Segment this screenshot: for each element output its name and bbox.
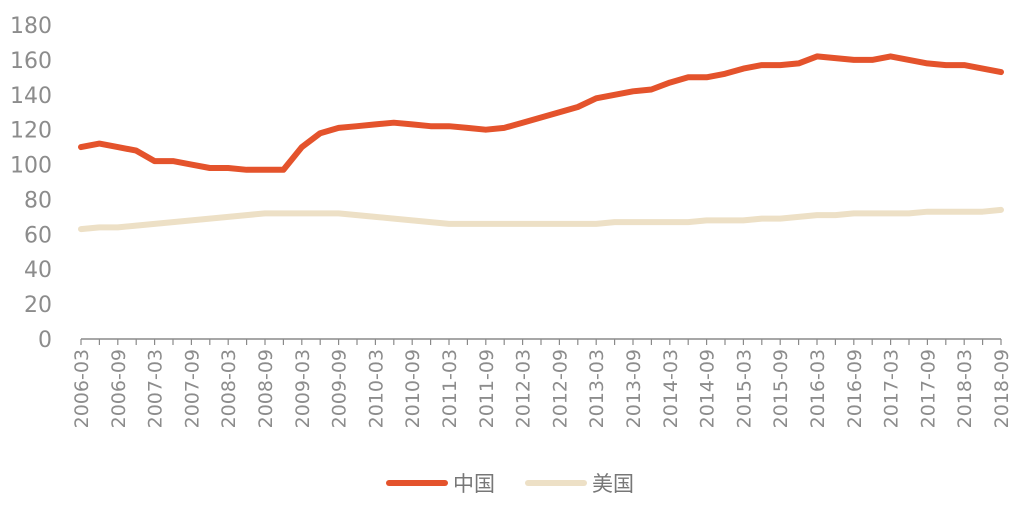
x-tick-label: 2016-09: [844, 349, 866, 428]
y-tick-label: 100: [10, 154, 52, 179]
x-tick-label: 2006-03: [71, 349, 93, 428]
x-tick-label: 2013-09: [623, 349, 645, 428]
y-tick-label: 40: [24, 258, 52, 283]
x-tick-label: 2011-09: [476, 349, 498, 428]
series-line-0: [78, 53, 1004, 173]
y-tick-label: 180: [10, 14, 52, 39]
x-tick-label: 2009-09: [329, 349, 351, 428]
x-tick-label: 2008-03: [218, 349, 240, 428]
x-tick-label: 2012-03: [513, 349, 535, 428]
x-tick-label: 2018-03: [954, 349, 976, 428]
y-tick-label: 160: [10, 49, 52, 74]
y-tick-label: 80: [24, 188, 52, 213]
x-tick-label: 2011-03: [439, 349, 461, 428]
x-tick-label: 2008-09: [255, 349, 277, 428]
y-tick-label: 60: [24, 223, 52, 248]
series-line-1: [78, 206, 1004, 233]
x-tick-label: 2017-03: [881, 349, 903, 428]
legend: 中国 美国: [386, 472, 634, 496]
x-tick-label: 2015-03: [733, 349, 755, 428]
x-tick-label: 2015-09: [770, 349, 792, 428]
y-axis: 0 20 40 60 80 100 120 140 160 180: [10, 14, 52, 353]
x-tick-label: 2017-09: [917, 349, 939, 428]
x-tick-label: 2007-09: [181, 349, 203, 428]
x-tick-label: 2016-03: [807, 349, 829, 428]
x-tick-label: 2006-09: [108, 349, 130, 428]
x-tick-label: 2007-03: [145, 349, 167, 428]
y-tick-label: 120: [10, 119, 52, 144]
x-tick-label: 2014-09: [697, 349, 719, 428]
series-layer: [78, 53, 1004, 233]
y-tick-label: 20: [24, 293, 52, 318]
x-tick-label: 2014-03: [660, 349, 682, 428]
x-tick-label: 2018-09: [991, 349, 1013, 428]
legend-label: 中国: [453, 472, 495, 496]
x-tick-label: 2009-03: [292, 349, 314, 428]
x-tick-label: 2010-03: [365, 349, 387, 428]
x-tick-label: 2012-09: [549, 349, 571, 428]
y-tick-label: 140: [10, 84, 52, 109]
x-axis: 2006-03 2006-09 2007-03 2007-09 2008-03 2008-…: [71, 338, 1013, 428]
x-tick-label: 2010-09: [402, 349, 424, 428]
legend-label: 美国: [592, 472, 634, 496]
y-tick-label: 0: [38, 328, 52, 353]
x-tick-label: 2013-03: [586, 349, 608, 428]
